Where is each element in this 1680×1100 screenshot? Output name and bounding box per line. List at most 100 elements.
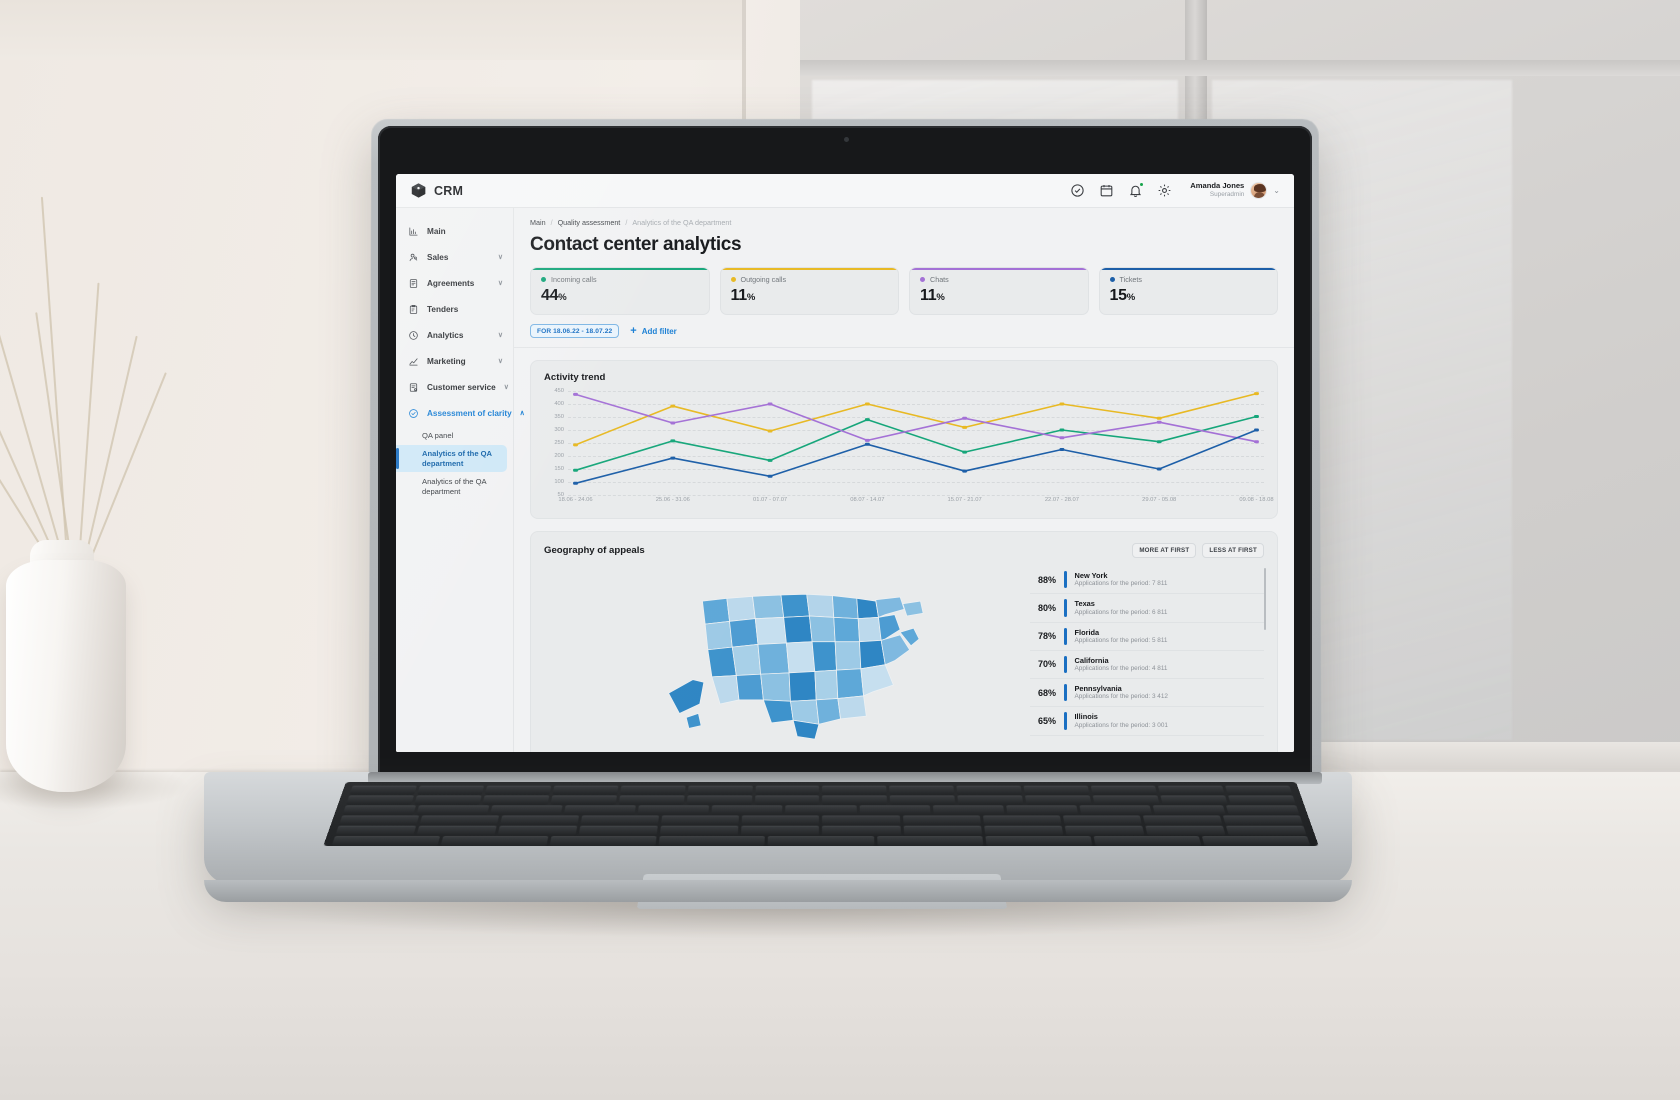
geography-row[interactable]: 78% Florida Applications for the period: 5… (1030, 623, 1264, 651)
keyboard-key (658, 836, 766, 846)
sidebar-subitem-2[interactable]: Analytics of the QA department (422, 477, 487, 496)
geography-row[interactable]: 65% Illinois Applications for the period: … (1030, 707, 1264, 736)
geography-row[interactable]: 80% Texas Applications for the period: 6 8… (1030, 594, 1264, 623)
keyboard-key (346, 795, 414, 805)
breadcrumb-item-1[interactable]: Quality assessment (557, 218, 621, 227)
geography-name: Florida (1074, 627, 1100, 637)
period-filter-chip[interactable]: FOR 18.06.22 - 18.07.22 (530, 324, 620, 338)
check-circle-icon[interactable] (1070, 183, 1085, 198)
kpi-card-tickets[interactable]: Tickets 15% (1098, 267, 1278, 315)
grid-line (568, 404, 1264, 405)
chart-point (962, 425, 968, 429)
chart-point (1156, 467, 1162, 471)
laptop-hinge (368, 772, 1322, 784)
webcam (844, 137, 849, 142)
sidebar-item-assessment-of-clarity[interactable]: Assessment of clarity ∧ (396, 400, 525, 426)
x-axis-labels: 18.06 - 24.06 25.06 - 31.06 01.07 - 07.07 0… (558, 497, 1273, 509)
keyboard-key (1062, 815, 1142, 825)
calendar-icon[interactable] (1099, 183, 1114, 198)
kpi-color-dot (920, 277, 925, 282)
keyboard-key (785, 805, 857, 815)
keyboard-row (349, 785, 1293, 795)
chart-point (573, 481, 578, 485)
x-axis-tick: 18.06 - 24.06 (558, 497, 593, 503)
keyboard-key (1064, 825, 1145, 836)
avatar (1250, 182, 1268, 199)
sidebar-item-customer-service[interactable]: Customer service ∨ (396, 374, 513, 400)
keyboard-key (687, 785, 753, 795)
usa-choropleth-map[interactable] (604, 574, 1004, 750)
kpi-card-incoming-calls[interactable]: Incoming calls 44% (530, 267, 710, 315)
geography-percent: 65% (1037, 715, 1056, 726)
kpi-accent-bar (1099, 268, 1277, 270)
breadcrumb-item-0[interactable]: Main (530, 218, 546, 227)
keyboard-key (982, 815, 1062, 825)
chart-point (1156, 416, 1162, 420)
list-scrollbar[interactable] (1263, 568, 1266, 630)
sidebar-item-tenders[interactable]: Tenders (396, 296, 513, 322)
sidebar-subitem-0[interactable]: QA panel (422, 431, 454, 440)
keyboard-key (1158, 785, 1225, 795)
geography-row[interactable]: 88% New York Applications for the period: … (1030, 566, 1264, 595)
sidebar: Main Sales ∨ Agreements ∨ Tenders Analytics ∨ Ma… (396, 208, 525, 752)
x-axis-tick: 09.08 - 18.08 (1239, 497, 1274, 503)
kpi-card-outgoing-calls[interactable]: Outgoing calls 11% (719, 267, 899, 315)
geography-accent-bar (1064, 655, 1067, 673)
chart-point (1059, 448, 1065, 451)
geography-subtitle: Applications for the period: 6 811 (1074, 608, 1168, 616)
kpi-unit: % (558, 292, 567, 303)
brand[interactable]: CRM (410, 182, 463, 199)
kpi-color-dot (730, 277, 736, 282)
sidebar-item-analytics[interactable]: Analytics ∨ (396, 322, 513, 348)
geography-row[interactable]: 70% California Applications for the period… (1030, 651, 1264, 679)
geography-row[interactable]: 68% Pennsylvania Applications for the peri… (1030, 679, 1264, 708)
sort-more-first-button[interactable]: MORE AT FIRST (1132, 543, 1197, 558)
laptop-base-front (204, 880, 1352, 902)
keyboard-key (1005, 805, 1078, 815)
chart-point (573, 443, 578, 447)
keyboard-key (331, 836, 441, 846)
sidebar-item-marketing[interactable]: Marketing ∨ (396, 348, 513, 374)
keyboard-key (414, 795, 482, 805)
kpi-value: 11% (731, 287, 889, 305)
sidebar-item-agreements[interactable]: Agreements ∨ (396, 270, 513, 296)
keyboard-key (500, 815, 580, 825)
chart-point (670, 404, 676, 408)
geography-subtitle: Applications for the period: 3 412 (1074, 693, 1168, 701)
keyboard-key (342, 805, 417, 815)
sidebar-item-sales[interactable]: Sales ∨ (396, 244, 513, 270)
geography-text: New York Applications for the period: 7 8… (1075, 571, 1168, 588)
kpi-color-dot (541, 277, 546, 282)
chevron-down-icon: ∨ (497, 331, 503, 339)
chart-point (1254, 440, 1259, 444)
top-actions: Amanda Jones Superadmin ⌄ (1070, 181, 1280, 199)
add-filter-button[interactable]: + Add filter (630, 325, 677, 337)
keyboard-key (497, 825, 578, 836)
support-icon (409, 382, 418, 392)
bell-icon-wrap[interactable] (1128, 182, 1145, 198)
sidebar-item-main[interactable]: Main (396, 218, 513, 244)
sidebar-subitem-1[interactable]: Analytics of the QA department (396, 445, 507, 473)
keyboard-key (440, 836, 549, 846)
sidebar-subnav: QA panel Analytics of the QA department An… (396, 427, 513, 500)
keyboard-key (1152, 805, 1226, 815)
keyboard-key (490, 805, 563, 815)
keyboard-key (564, 805, 637, 815)
keyboard-key (660, 825, 739, 836)
map-column (544, 566, 1024, 752)
kpi-unit: % (1126, 292, 1135, 303)
keyboard-key (580, 815, 660, 825)
kpi-card-chats[interactable]: Chats 11% (909, 267, 1089, 315)
keyboard-key (619, 785, 686, 795)
document-icon (409, 278, 418, 288)
keyboard-key (1201, 836, 1311, 846)
wall-panel (0, 0, 745, 60)
keyboard-key (859, 805, 931, 815)
keyboard-key (754, 795, 820, 805)
gear-icon[interactable] (1157, 183, 1172, 198)
keyboard-key (1225, 825, 1307, 836)
user-menu[interactable]: Amanda Jones Superadmin ⌄ (1190, 181, 1280, 199)
sort-less-first-button[interactable]: LESS AT FIRST (1202, 543, 1264, 558)
analytics-icon (409, 330, 418, 340)
trend-line-icon (409, 357, 418, 366)
